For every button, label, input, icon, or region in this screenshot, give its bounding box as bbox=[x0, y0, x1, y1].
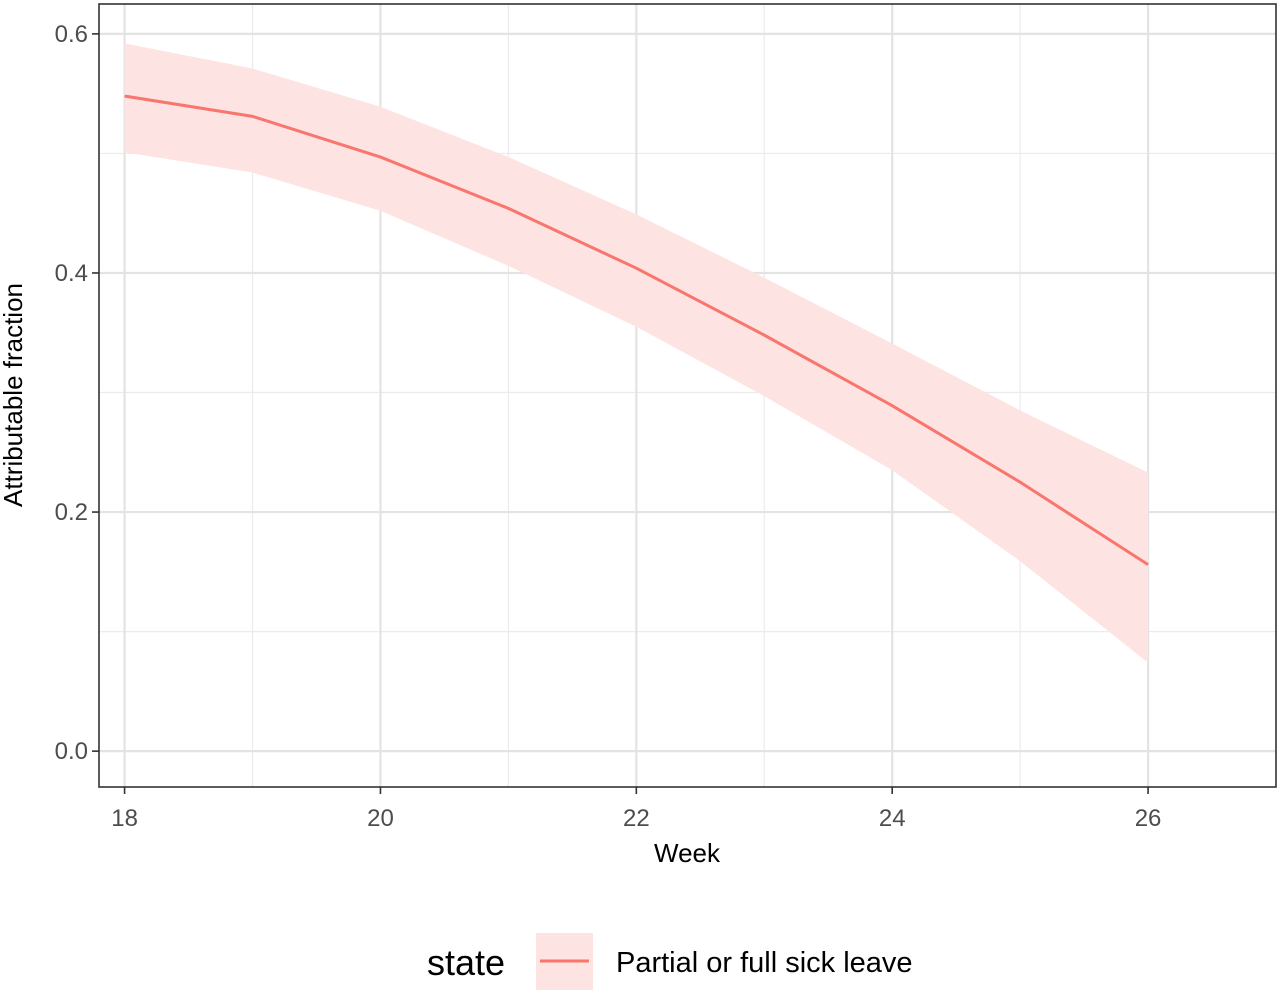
x-tick-label: 20 bbox=[367, 805, 394, 832]
confidence-ribbons bbox=[124, 43, 1149, 663]
x-axis-title: Week bbox=[654, 838, 721, 868]
legend-title: state bbox=[427, 942, 505, 983]
x-tick-label: 18 bbox=[111, 805, 138, 832]
x-tick-label: 24 bbox=[879, 805, 906, 832]
y-tick-label: 0.0 bbox=[55, 738, 88, 765]
plot-panel-border bbox=[98, 3, 1277, 788]
series-line bbox=[124, 94, 1149, 566]
confidence-ribbon bbox=[124, 43, 1149, 663]
axis-ticks: 18 20 22 24 26 0.0 0.2 0.4 0.6 bbox=[55, 21, 1162, 832]
legend-label: Partial or full sick leave bbox=[616, 947, 913, 979]
y-tick-label: 0.2 bbox=[55, 499, 88, 526]
series-lines bbox=[124, 94, 1149, 566]
y-axis-title: Attributable fraction bbox=[0, 283, 28, 507]
y-tick-label: 0.4 bbox=[55, 260, 88, 287]
x-tick-label: 22 bbox=[623, 805, 650, 832]
legend: state Partial or full sick leave bbox=[427, 933, 913, 990]
x-tick-label: 26 bbox=[1135, 805, 1162, 832]
y-tick-label: 0.6 bbox=[55, 21, 88, 48]
